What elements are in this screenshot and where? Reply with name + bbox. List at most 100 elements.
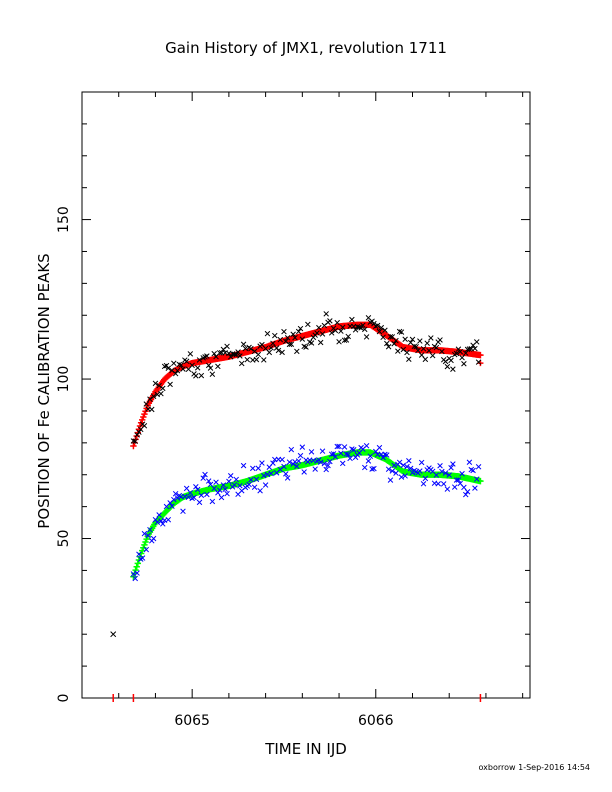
upper-data-point — [316, 324, 322, 331]
upper-data-point — [420, 346, 427, 352]
upper-data-point — [387, 333, 394, 340]
y-tick-label: 50 — [56, 530, 72, 548]
lower-data-point — [251, 484, 258, 490]
upper-data-point — [459, 354, 465, 361]
upper-data-point — [317, 339, 324, 346]
upper-data-point — [180, 366, 186, 372]
lower-data-point — [224, 490, 230, 497]
lower-data-point — [172, 490, 179, 497]
footer-stamp: oxborrow 1-Sep-2016 14:54 — [479, 763, 591, 772]
lower-data-point — [345, 451, 351, 458]
lower-data-point — [237, 482, 243, 489]
upper-data-point — [376, 328, 383, 335]
upper-data-point — [288, 341, 295, 348]
upper-data-point — [277, 336, 284, 343]
lower-data-point — [261, 472, 267, 479]
lower-data-point — [343, 451, 350, 457]
upper-data-point — [178, 362, 184, 368]
upper-data-point — [428, 335, 434, 341]
upper-data-point — [332, 327, 339, 334]
upper-data-point — [450, 366, 456, 372]
lower-data-point — [209, 498, 216, 505]
lower-data-point — [439, 468, 445, 475]
upper-data-point — [343, 337, 350, 343]
lower-data-point — [200, 475, 206, 481]
upper-fit-end-mark — [477, 360, 484, 367]
lower-data-point — [152, 516, 159, 523]
upper-data-point — [308, 340, 315, 346]
lower-data-point — [240, 462, 247, 469]
lower-data-point — [319, 448, 326, 454]
upper-data-point — [275, 347, 282, 354]
upper-data-point — [183, 358, 190, 365]
lower-data-point — [211, 485, 217, 492]
upper-data-point — [211, 350, 217, 357]
lower-data-point — [191, 494, 197, 501]
upper-data-point — [279, 349, 285, 356]
lower-data-point — [433, 472, 440, 478]
lower-data-point — [283, 471, 289, 477]
lower-data-point — [446, 472, 452, 478]
lower-data-point — [185, 494, 192, 500]
lower-data-point — [262, 482, 269, 488]
upper-data-point — [167, 381, 173, 388]
upper-data-point — [165, 365, 172, 371]
lower-data-point — [198, 492, 205, 499]
upper-data-point — [356, 324, 362, 331]
lower-data-point — [165, 516, 172, 523]
upper-data-point — [422, 356, 429, 363]
lower-data-point — [435, 481, 441, 487]
lower-data-point — [248, 476, 254, 483]
lower-data-point — [376, 444, 383, 451]
upper-data-point — [227, 354, 234, 360]
lower-data-point — [407, 465, 414, 472]
lower-data-point — [288, 446, 295, 453]
upper-data-point — [231, 351, 238, 357]
lower-data-point — [259, 460, 265, 466]
y-tick-label: 0 — [56, 694, 72, 703]
upper-data-point — [294, 348, 300, 355]
lower-data-point — [350, 447, 357, 453]
lower-data-point — [268, 470, 274, 477]
upper-data-point — [158, 390, 164, 397]
upper-data-point — [461, 360, 467, 367]
lower-data-point — [279, 456, 285, 463]
lower-data-point — [297, 452, 304, 459]
lower-data-point — [218, 494, 225, 501]
lower-data-point — [204, 491, 210, 498]
lower-data-point — [233, 476, 239, 483]
upper-data-point — [240, 341, 247, 347]
scatter-points — [110, 311, 482, 638]
lower-data-point — [187, 489, 194, 496]
lower-data-point — [227, 472, 234, 479]
lower-data-point — [369, 466, 375, 472]
lower-data-point — [215, 490, 221, 496]
upper-data-point — [134, 432, 140, 438]
upper-data-point — [349, 316, 355, 323]
upper-data-point — [150, 393, 157, 400]
lower-data-point — [462, 491, 469, 498]
upper-data-point — [382, 327, 388, 334]
lower-data-point — [141, 530, 148, 537]
upper-data-point — [384, 340, 390, 347]
lower-data-point — [440, 481, 447, 487]
lower-data-point — [371, 465, 377, 472]
upper-data-point — [393, 337, 399, 344]
lower-data-point — [402, 473, 408, 479]
lower-data-point — [323, 466, 329, 473]
lower-data-point — [338, 450, 344, 456]
upper-data-point — [284, 335, 291, 341]
upper-data-point — [314, 330, 320, 336]
lower-data-point — [341, 444, 348, 450]
upper-data-point — [237, 353, 243, 359]
upper-data-point — [391, 340, 397, 347]
lower-data-point — [139, 555, 146, 561]
lower-data-point — [312, 466, 318, 472]
upper-data-point — [439, 348, 445, 355]
lower-data-point — [406, 457, 412, 464]
lower-data-point — [363, 443, 370, 449]
upper-data-point — [374, 322, 381, 329]
upper-data-point — [339, 324, 346, 331]
upper-data-point — [163, 362, 170, 369]
